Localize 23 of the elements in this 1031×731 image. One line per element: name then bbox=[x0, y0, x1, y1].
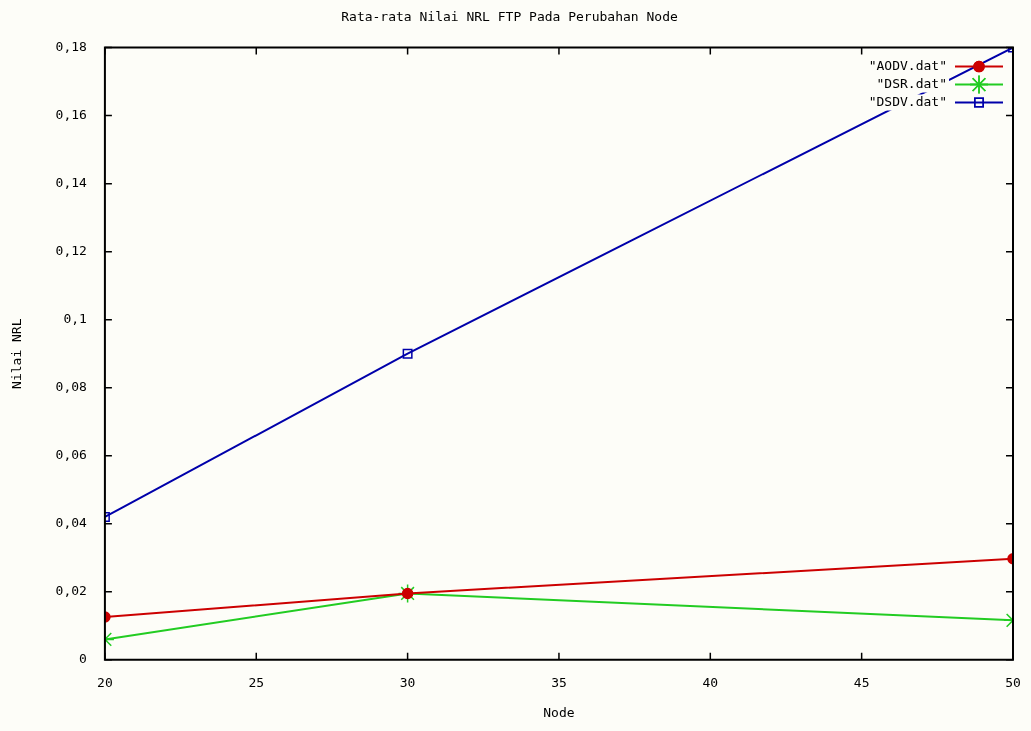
y-tick-label: 0,06 bbox=[55, 447, 87, 463]
y-tick-label: 0,08 bbox=[55, 379, 87, 395]
y-tick-label: 0,04 bbox=[55, 515, 88, 531]
y-tick-label: 0,14 bbox=[55, 175, 88, 191]
x-tick-label: 35 bbox=[551, 674, 567, 690]
x-tick-label: 45 bbox=[853, 674, 870, 690]
x-tick-label: 30 bbox=[399, 674, 416, 690]
x-axis-title: Node bbox=[543, 704, 575, 720]
legend-label: "DSDV.dat" bbox=[868, 93, 947, 109]
y-tick-label: 0,18 bbox=[55, 38, 87, 54]
legend-label: "DSR.dat" bbox=[876, 75, 947, 91]
y-tick-label: 0,02 bbox=[55, 583, 87, 599]
chart-title: Rata-rata Nilai NRL FTP Pada Perubahan Node bbox=[341, 9, 678, 25]
y-tick-label: 0,1 bbox=[63, 311, 87, 327]
x-tick-label: 40 bbox=[702, 674, 719, 690]
y-axis-title: Nilai NRL bbox=[9, 318, 25, 389]
legend-label: "AODV.dat" bbox=[868, 57, 947, 73]
x-tick-label: 25 bbox=[248, 674, 265, 690]
x-tick-label: 50 bbox=[1005, 674, 1021, 690]
y-tick-label: 0 bbox=[79, 651, 87, 667]
y-tick-label: 0,12 bbox=[55, 243, 87, 259]
x-tick-label: 20 bbox=[97, 674, 113, 690]
y-tick-label: 0,16 bbox=[55, 107, 87, 122]
